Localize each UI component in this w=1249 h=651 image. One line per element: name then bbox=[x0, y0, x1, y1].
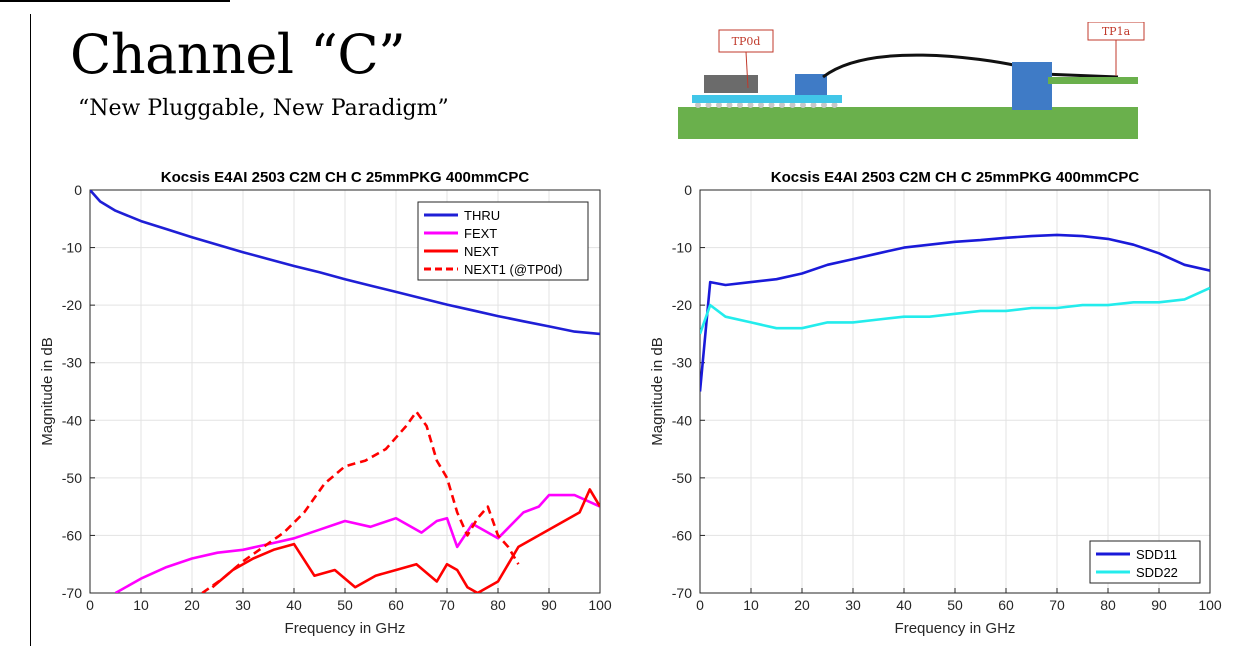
slide-subtitle: “New Pluggable, New Paradigm” bbox=[78, 96, 449, 121]
x-tick-label: 90 bbox=[541, 597, 557, 613]
series-line-next bbox=[211, 488, 600, 593]
x-tick-label: 20 bbox=[794, 597, 810, 613]
y-tick-label: -40 bbox=[62, 412, 82, 428]
y-tick-label: 0 bbox=[74, 182, 82, 198]
bga-ball bbox=[779, 102, 785, 108]
x-tick-label: 0 bbox=[86, 597, 94, 613]
x-axis-label: Frequency in GHz bbox=[895, 620, 1016, 637]
x-tick-label: 30 bbox=[235, 597, 251, 613]
x-tick-label: 40 bbox=[286, 597, 302, 613]
bga-ball bbox=[810, 102, 817, 108]
bga-balls bbox=[695, 102, 838, 108]
far-connector bbox=[1012, 62, 1052, 110]
near-connector bbox=[795, 74, 827, 95]
y-tick-label: -50 bbox=[62, 470, 82, 486]
bga-ball bbox=[705, 102, 712, 108]
chart-right-svg: 0 10 20 30 40 50 60 70 80 90 100 0 -10 -20 -30 -40 -50 -6… bbox=[649, 169, 1222, 637]
series-line-thru bbox=[90, 190, 600, 336]
y-tick-label: -70 bbox=[62, 585, 82, 601]
y-tick-label: -60 bbox=[672, 527, 692, 543]
x-tick-label: 40 bbox=[896, 597, 912, 613]
bga-ball bbox=[800, 102, 806, 108]
slide-title: Channel “C” bbox=[70, 23, 406, 86]
chart-sdd11-sdd22: 0 10 20 30 40 50 60 70 80 90 100 0 -10 -20 -30 -40 -50 -6… bbox=[640, 160, 1230, 646]
y-tick-label: -20 bbox=[672, 297, 692, 313]
x-tick-label: 100 bbox=[1198, 597, 1222, 613]
x-tick-label: 70 bbox=[439, 597, 455, 613]
tp0d-label: TP0d bbox=[732, 35, 761, 48]
package-cross-section-diagram: TP0d TP1a bbox=[678, 22, 1145, 139]
tp0d-pointer bbox=[745, 51, 749, 89]
y-tick-label: -50 bbox=[672, 470, 692, 486]
tp1a-label: TP1a bbox=[1102, 25, 1131, 38]
cable bbox=[822, 53, 1119, 79]
series-line-next1-tp0d bbox=[201, 410, 520, 593]
bga-ball bbox=[831, 102, 838, 108]
y-tick-label: -70 bbox=[672, 585, 692, 601]
left-divider bbox=[30, 14, 31, 646]
series-line-sdd22 bbox=[700, 286, 1210, 335]
x-tick-label: 30 bbox=[845, 597, 861, 613]
y-tick-label: -60 bbox=[62, 527, 82, 543]
bga-ball bbox=[789, 102, 796, 108]
bga-ball bbox=[758, 102, 764, 108]
chart-title: Kocsis E4AI 2503 C2M CH C 25mmPKG 400mmC… bbox=[161, 169, 530, 186]
x-tick-label: 10 bbox=[133, 597, 149, 613]
y-tick-label: -10 bbox=[672, 240, 692, 256]
legend-label: THRU bbox=[464, 208, 500, 223]
x-tick-label: 10 bbox=[743, 597, 759, 613]
legend-label: NEXT1 (@TP0d) bbox=[464, 262, 562, 277]
y-tick-label: -30 bbox=[62, 355, 82, 371]
module-board bbox=[1048, 77, 1138, 84]
chart-thru-fext-next: 0 10 20 30 40 50 60 70 80 90 100 0 -10 -20 -30 -40 -50 -6… bbox=[30, 160, 620, 646]
y-tick-label: -10 bbox=[62, 240, 82, 256]
x-tick-label: 100 bbox=[588, 597, 612, 613]
y-tick-label: 0 bbox=[684, 182, 692, 198]
bga-ball bbox=[716, 102, 722, 108]
title-block: Channel “C” “New Pluggable, New Paradigm… bbox=[70, 23, 449, 122]
x-tick-label: 90 bbox=[1151, 597, 1167, 613]
bga-ball bbox=[726, 102, 733, 108]
top-divider bbox=[0, 0, 230, 2]
bga-ball bbox=[821, 102, 827, 108]
legend-label: SDD11 bbox=[1136, 547, 1177, 562]
legend-label: NEXT bbox=[464, 244, 499, 259]
x-tick-label: 80 bbox=[1100, 597, 1116, 613]
bga-ball bbox=[695, 102, 701, 108]
x-tick-label: 50 bbox=[337, 597, 353, 613]
x-tick-label: 60 bbox=[998, 597, 1014, 613]
x-tick-label: 80 bbox=[490, 597, 506, 613]
legend-label: SDD22 bbox=[1136, 565, 1178, 580]
bga-ball bbox=[768, 102, 775, 108]
legend-label: FEXT bbox=[464, 226, 497, 241]
y-tick-label: -40 bbox=[672, 412, 692, 428]
y-tick-label: -30 bbox=[672, 355, 692, 371]
bga-ball bbox=[737, 102, 743, 108]
y-axis-label: Magnitude in dB bbox=[39, 337, 56, 445]
chip-die bbox=[704, 75, 758, 93]
pcb-board bbox=[678, 107, 1138, 139]
legend-box bbox=[1089, 540, 1201, 584]
series-line-sdd11 bbox=[700, 233, 1210, 392]
package-substrate bbox=[692, 95, 842, 103]
x-tick-label: 20 bbox=[184, 597, 200, 613]
x-tick-label: 50 bbox=[947, 597, 963, 613]
chart-left-svg: 0 10 20 30 40 50 60 70 80 90 100 0 -10 -20 -30 -40 -50 -6… bbox=[39, 169, 612, 637]
y-axis-label: Magnitude in dB bbox=[649, 337, 666, 445]
x-tick-label: 60 bbox=[388, 597, 404, 613]
bga-ball bbox=[747, 102, 754, 108]
x-tick-label: 70 bbox=[1049, 597, 1065, 613]
x-tick-label: 0 bbox=[696, 597, 704, 613]
chart-title: Kocsis E4AI 2503 C2M CH C 25mmPKG 400mmC… bbox=[771, 169, 1140, 186]
series-line-fext bbox=[114, 493, 600, 593]
y-tick-label: -20 bbox=[62, 297, 82, 313]
x-axis-label: Frequency in GHz bbox=[285, 620, 406, 637]
